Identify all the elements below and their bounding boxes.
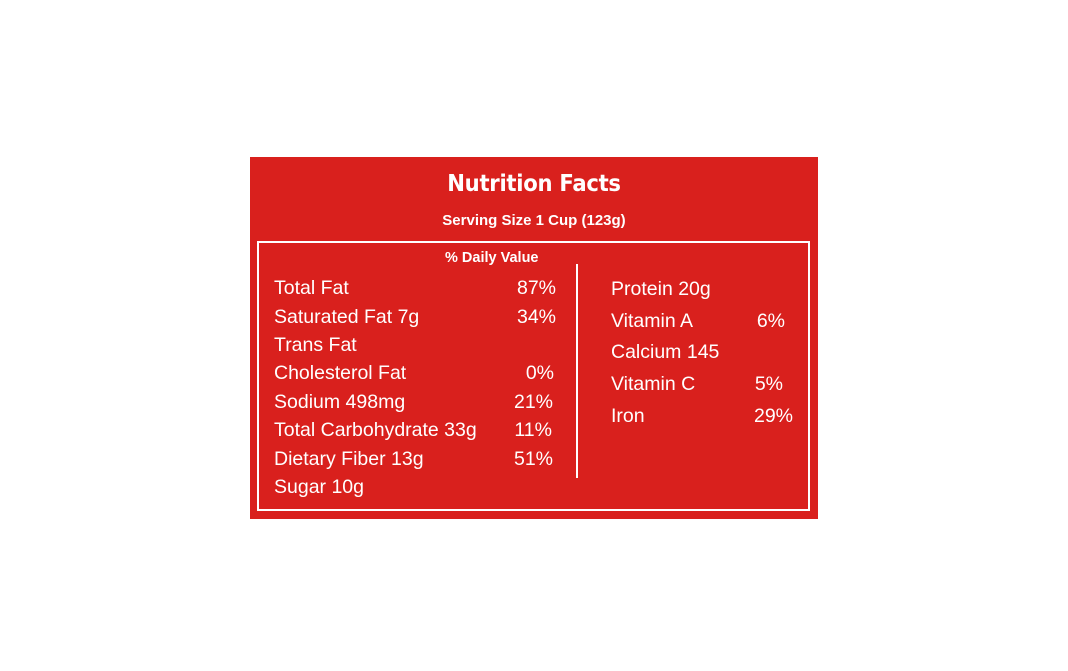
label-title: Nutrition Facts — [447, 171, 621, 197]
nutrition-facts-label: Nutrition Facts Serving Size 1 Cup (123g… — [250, 157, 818, 519]
column-divider — [576, 264, 578, 478]
nutrient-row-sodium: Sodium 498mg 21% — [274, 391, 556, 415]
nutrient-name: Dietary Fiber 13g — [274, 448, 424, 470]
nutrient-name: Calcium 145 — [611, 341, 720, 363]
nutrient-percent: 51% — [513, 448, 553, 470]
nutrient-percent: 0% — [525, 362, 554, 384]
nutrient-row-trans-fat: Trans Fat — [274, 334, 556, 358]
nutrient-row-sugar: Sugar 10g — [274, 476, 556, 500]
nutrient-name: Vitamin C — [611, 373, 696, 395]
nutrient-name: Sugar 10g — [274, 476, 364, 498]
nutrient-table: % Daily Value Total Fat 87% Saturated Fa… — [257, 241, 810, 511]
nutrient-percent: 29% — [753, 405, 793, 427]
nutrient-row-saturated-fat: Saturated Fat 7g 34% — [274, 306, 556, 330]
nutrient-row-dietary-fiber: Dietary Fiber 13g 51% — [274, 448, 556, 472]
nutrient-row-cholesterol: Cholesterol Fat 0% — [274, 362, 556, 386]
nutrient-name: Protein 20g — [611, 278, 711, 300]
nutrient-name: Total Fat — [274, 277, 349, 299]
nutrient-percent: 5% — [754, 373, 783, 395]
nutrient-name: Total Carbohydrate 33g — [274, 419, 477, 441]
nutrient-name: Cholesterol Fat — [274, 362, 407, 384]
nutrient-name: Saturated Fat 7g — [274, 306, 420, 328]
nutrient-percent: 21% — [513, 391, 553, 413]
nutrient-name: Sodium 498mg — [274, 391, 406, 413]
nutrient-row-iron: Iron 29% — [611, 405, 793, 429]
nutrient-percent: 11% — [514, 419, 552, 441]
nutrient-row-calcium: Calcium 145 — [611, 341, 793, 365]
nutrient-percent: 87% — [516, 277, 556, 299]
nutrient-row-vitamin-c: Vitamin C 5% — [611, 373, 793, 397]
nutrient-name: Trans Fat — [274, 334, 357, 356]
nutrient-row-protein: Protein 20g — [611, 278, 793, 302]
nutrient-name: Vitamin A — [611, 310, 694, 332]
nutrient-row-total-carbohydrate: Total Carbohydrate 33g 11% — [274, 419, 556, 443]
nutrient-row-total-fat: Total Fat 87% — [274, 277, 556, 301]
nutrient-row-vitamin-a: Vitamin A 6% — [611, 310, 793, 334]
nutrient-name: Iron — [611, 405, 645, 427]
daily-value-header: % Daily Value — [445, 250, 539, 266]
nutrient-percent: 6% — [756, 310, 785, 332]
nutrient-percent: 34% — [516, 306, 556, 328]
serving-size: Serving Size 1 Cup (123g) — [442, 212, 626, 229]
